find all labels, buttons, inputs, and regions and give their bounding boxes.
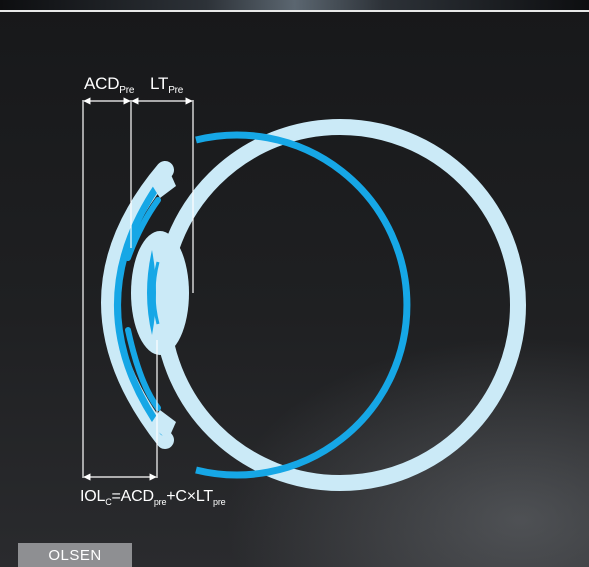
formula-equals: = — [111, 488, 121, 505]
cornea-inner — [114, 174, 167, 436]
sclera-outer — [154, 119, 526, 491]
crystalline-lens — [131, 231, 189, 355]
formula-acd: ACD — [120, 488, 154, 505]
lens-nucleus-inner — [152, 261, 160, 325]
formula-c-times-lt: +C×LT — [166, 488, 214, 505]
acd-pre-label: ACDPre — [84, 74, 134, 96]
cornea-outer — [101, 161, 174, 449]
acd-subscript: Pre — [119, 85, 135, 96]
formula-lt-subscript: pre — [213, 497, 226, 507]
formula-acd-subscript: pre — [153, 497, 167, 507]
ciliary-body-upper — [150, 168, 176, 198]
olsen-tag: OLSEN — [18, 543, 132, 567]
lt-text: LT — [150, 74, 169, 93]
retina-band — [195, 131, 411, 479]
top-banner-strip — [0, 0, 589, 12]
iris-upper — [125, 197, 161, 261]
iris-lower — [125, 327, 161, 411]
iol-formula: IOLC=ACDpre+C×LTpre — [80, 488, 226, 507]
lt-subscript: Pre — [168, 85, 184, 96]
olsen-tag-text: OLSEN — [48, 546, 102, 564]
lt-pre-label: LTPre — [150, 74, 183, 96]
formula-iol-subscript: C — [105, 497, 112, 507]
acd-text: ACD — [84, 74, 120, 93]
formula-iol: IOL — [80, 488, 106, 505]
lens-nucleus — [147, 250, 156, 335]
